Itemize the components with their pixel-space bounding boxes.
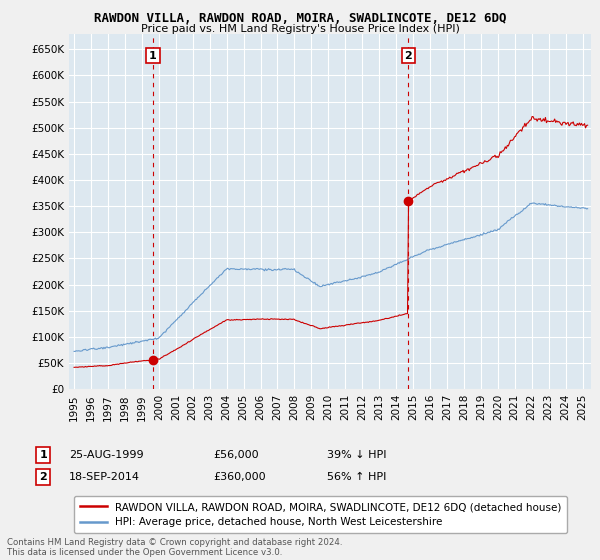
Text: 39% ↓ HPI: 39% ↓ HPI (327, 450, 386, 460)
Text: RAWDON VILLA, RAWDON ROAD, MOIRA, SWADLINCOTE, DE12 6DQ: RAWDON VILLA, RAWDON ROAD, MOIRA, SWADLI… (94, 12, 506, 25)
Text: 1: 1 (149, 50, 157, 60)
Legend: RAWDON VILLA, RAWDON ROAD, MOIRA, SWADLINCOTE, DE12 6DQ (detached house), HPI: A: RAWDON VILLA, RAWDON ROAD, MOIRA, SWADLI… (74, 496, 568, 534)
Text: 2: 2 (40, 472, 47, 482)
Text: 25-AUG-1999: 25-AUG-1999 (69, 450, 143, 460)
Text: 1: 1 (40, 450, 47, 460)
Text: £360,000: £360,000 (213, 472, 266, 482)
Text: Contains HM Land Registry data © Crown copyright and database right 2024.
This d: Contains HM Land Registry data © Crown c… (7, 538, 343, 557)
Text: 2: 2 (404, 50, 412, 60)
Text: £56,000: £56,000 (213, 450, 259, 460)
Text: 56% ↑ HPI: 56% ↑ HPI (327, 472, 386, 482)
Text: Price paid vs. HM Land Registry's House Price Index (HPI): Price paid vs. HM Land Registry's House … (140, 24, 460, 34)
Text: 18-SEP-2014: 18-SEP-2014 (69, 472, 140, 482)
